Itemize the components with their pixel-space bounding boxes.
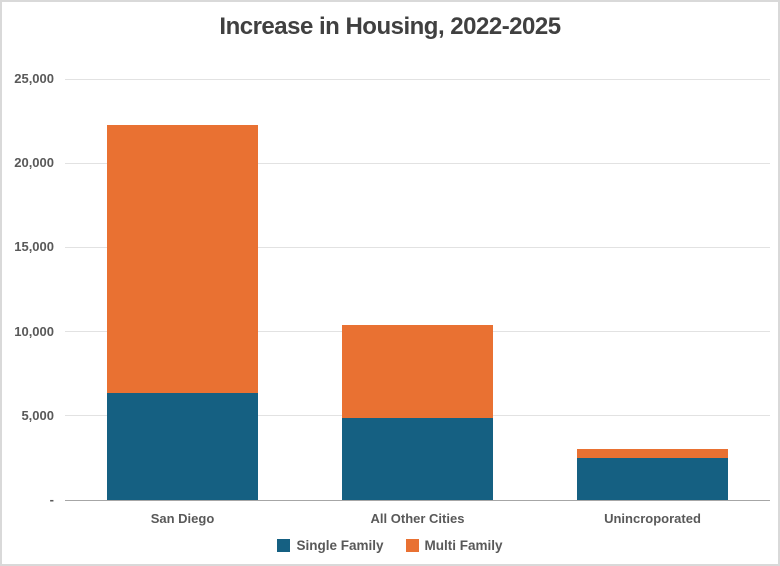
y-tick-label: 15,000 [14,239,54,255]
bar-stack [342,324,493,500]
legend: Single Family Multi Family [2,538,778,553]
bar-segment-multi-family [577,448,728,458]
legend-swatch-icon [405,539,419,552]
legend-label: Multi Family [424,538,503,553]
category-label: All Other Cities [370,511,465,526]
bar-segment-single-family [107,393,258,500]
gridline [65,246,770,248]
legend-item: Single Family [277,538,384,553]
category-label: San Diego [150,511,215,526]
gridline [65,162,770,164]
x-axis-line [65,499,770,501]
y-tick-label: 10,000 [14,323,54,339]
legend-item: Multi Family [405,538,503,553]
bar-segment-multi-family [342,324,493,419]
y-tick-label: 5,000 [21,407,54,423]
y-tick-label: 25,000 [14,71,54,86]
y-tick-label: 20,000 [14,155,54,171]
chart-title: Increase in Housing, 2022-2025 [219,13,561,40]
bar-segment-single-family [342,418,493,500]
y-tick-label: - [49,492,54,507]
bar-stack [107,125,258,500]
gridline [65,78,770,80]
legend-swatch-icon [277,539,291,552]
category-label: Unincroporated [604,511,701,526]
bar-stack [577,448,728,500]
plot-area [65,78,770,501]
bar-segment-multi-family [107,125,258,394]
bar-segment-single-family [577,457,728,500]
legend-label: Single Family [296,538,384,553]
